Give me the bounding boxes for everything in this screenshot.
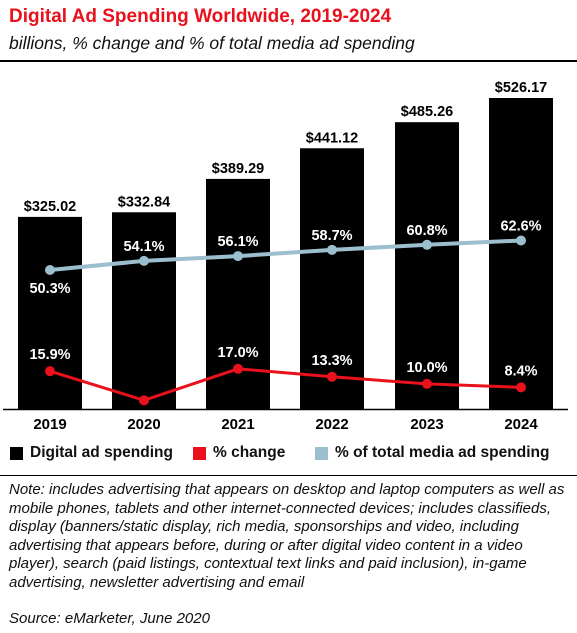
change-point-2019 [45,366,55,377]
bar-label-2023: $485.26 [401,104,453,120]
share-label-2019: 50.3% [29,281,70,297]
x-tick-2022: 2022 [315,416,348,433]
change-point-2023 [422,378,432,389]
share-point-2019 [45,265,55,275]
bar-2023 [395,122,459,409]
bar-label-2022: $441.12 [306,130,358,146]
share-point-2024 [516,235,526,246]
share-point-2020 [139,255,149,266]
change-label-2022: 13.3% [311,353,352,369]
bar-2024 [489,98,553,409]
bar-label-2024: $526.17 [495,80,547,96]
share-label-2022: 58.7% [311,228,352,244]
change-point-2024 [516,382,526,393]
change-label-2023: 10.0% [406,360,447,376]
change-point-2020 [139,395,149,406]
legend-item-change: % change [193,444,285,462]
share-label-2021: 56.1% [217,234,258,250]
chart-legend: Digital ad spending % change % of total … [6,444,572,466]
bar-label-2019: $325.02 [24,199,76,215]
bottom-divider [0,475,577,476]
bar-2020 [112,212,176,409]
chart-note: Note: includes advertising that appears … [9,481,565,591]
chart-subtitle: billions, % change and % of total media … [9,33,415,53]
legend-swatch-change [193,446,206,460]
change-line [49,367,522,402]
chart-title: Digital Ad Spending Worldwide, 2019-2024 [9,6,392,27]
share-label-2020: 54.1% [123,239,164,255]
top-divider [0,60,577,62]
legend-label-spending: Digital ad spending [30,444,173,461]
change-label-2024: 8.4% [504,363,537,379]
share-point-2023 [422,239,432,250]
bar-2019 [18,216,82,409]
legend-label-change: % change [213,444,286,461]
change-label-2021: 17.0% [217,345,258,361]
share-label-2023: 60.8% [406,223,447,239]
x-tick-2019: 2019 [33,416,66,433]
bar-label-2021: $389.29 [212,161,264,177]
x-tick-2021: 2021 [221,416,254,433]
legend-item-spending: Digital ad spending [10,444,173,462]
legend-swatch-spending [10,446,23,460]
chart-source: Source: eMarketer, June 2020 [9,610,210,627]
x-tick-2020: 2020 [127,416,160,433]
combo-chart: $325.02 $332.84 $389.29 $441.12 $485.26 $526.… [3,80,568,433]
share-line [49,238,522,272]
legend-item-share: % of total media ad spending [315,444,549,462]
change-label-2019: 15.9% [29,347,70,363]
legend-swatch-share [315,446,328,460]
share-point-2022 [327,244,337,255]
change-point-2022 [327,371,337,382]
x-tick-2023: 2023 [410,416,443,433]
bar-2021 [206,178,270,409]
bar-2022 [300,148,364,409]
share-label-2024: 62.6% [500,218,541,234]
legend-label-share: % of total media ad spending [335,444,550,461]
bar-label-2020: $332.84 [118,194,170,210]
change-label-2020: 2.4% [127,376,160,392]
share-point-2021 [233,251,243,262]
change-point-2021 [233,363,243,374]
x-tick-2024: 2024 [504,416,538,433]
